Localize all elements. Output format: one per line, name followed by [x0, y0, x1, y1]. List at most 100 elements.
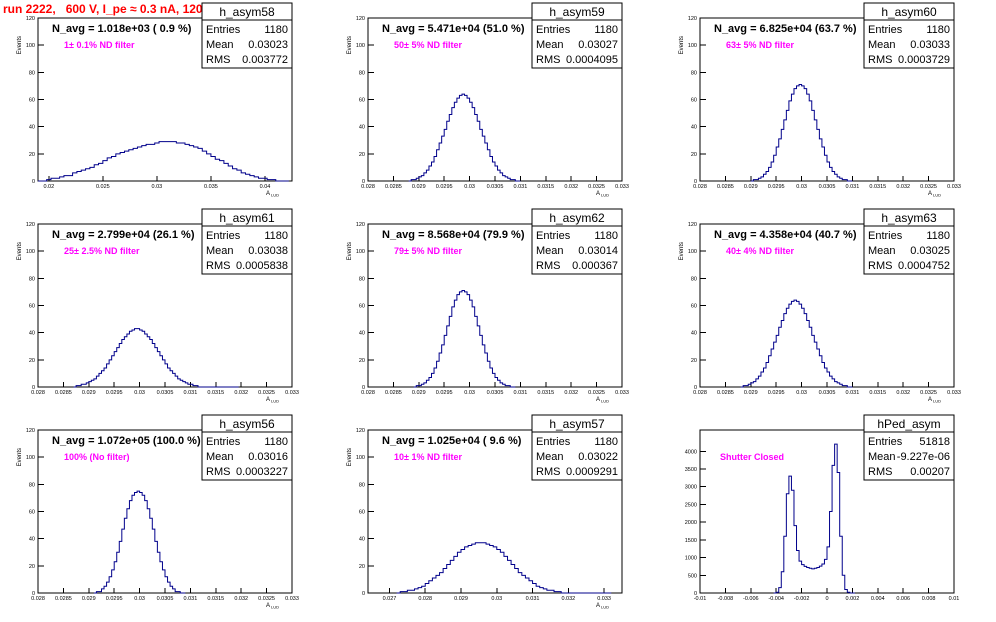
stats-key: RMS	[536, 54, 560, 66]
x-axis-label: ALUD	[266, 603, 279, 610]
stats-histogram-name: h_asym60	[881, 5, 937, 19]
stats-key: RMS	[206, 260, 230, 272]
x-tick-label: 0.03	[152, 184, 163, 190]
y-tick-label: 500	[688, 573, 697, 579]
x-axis-label: ALUD	[928, 397, 941, 404]
x-tick-label: 0.0295	[436, 184, 453, 190]
y-tick-label: 80	[359, 482, 365, 488]
stats-key: Mean	[206, 39, 234, 51]
x-tick-label: 0.006	[896, 596, 910, 602]
y-tick-label: 80	[691, 276, 697, 282]
stats-key: Entries	[536, 436, 571, 448]
y-tick-label: 40	[29, 331, 35, 337]
y-tick-label: 100	[26, 43, 35, 49]
stats-box	[531, 414, 623, 481]
y-tick-label: 80	[359, 276, 365, 282]
x-tick-label: 0.029	[412, 390, 426, 396]
filter-annotation: 100% (No filter)	[64, 452, 130, 462]
x-axis-label: ALUD	[266, 191, 279, 198]
y-tick-label: 1500	[685, 538, 697, 544]
x-tick-label: 0.0305	[157, 390, 174, 396]
x-tick-label: 0.0285	[717, 390, 734, 396]
y-tick-label: 60	[359, 304, 365, 310]
y-tick-label: 80	[359, 70, 365, 76]
y-tick-label: 0	[694, 591, 697, 597]
y-tick-label: 80	[29, 276, 35, 282]
x-tick-label: 0.03	[464, 390, 475, 396]
n-avg-label: N_avg = 1.072e+05 (100.0 %)	[52, 435, 201, 447]
stats-box	[201, 414, 293, 481]
stats-value: 0.03014	[578, 245, 618, 257]
x-tick-label: 0.0325	[258, 390, 275, 396]
histogram-series-h_asym60	[750, 84, 853, 182]
x-tick-label: 0.028	[361, 184, 375, 190]
y-tick-label: 40	[359, 537, 365, 543]
y-tick-label: 100	[356, 43, 365, 49]
filter-annotation: 63± 5% ND filter	[726, 40, 794, 50]
y-tick-label: 60	[691, 304, 697, 310]
x-tick-label: 0.04	[260, 184, 271, 190]
x-tick-label: 0.03	[464, 184, 475, 190]
y-tick-label: 0	[32, 179, 35, 185]
stats-value: 1180	[926, 24, 950, 36]
x-tick-label: -0.002	[794, 596, 810, 602]
x-tick-label: 0.0325	[920, 390, 937, 396]
y-axis-label: Events	[347, 448, 353, 466]
y-axis-label: Events	[17, 36, 23, 54]
x-tick-label: 0.0315	[537, 390, 554, 396]
x-tick-label: 0.028	[361, 390, 375, 396]
x-tick-label: 0.031	[514, 390, 528, 396]
y-tick-label: 80	[29, 482, 35, 488]
x-tick-label: 0.029	[82, 390, 96, 396]
stats-box	[863, 414, 955, 481]
n-avg-label: N_avg = 1.025e+04 ( 9.6 %)	[382, 435, 522, 447]
x-tick-label: 0.0325	[920, 184, 937, 190]
y-tick-label: 60	[29, 98, 35, 104]
x-tick-label: 0.0295	[106, 596, 123, 602]
stats-histogram-name: h_asym63	[881, 211, 937, 225]
x-tick-label: 0.028	[693, 184, 707, 190]
y-tick-label: 100	[688, 43, 697, 49]
y-tick-label: 2000	[685, 520, 697, 526]
x-tick-label: -0.006	[743, 596, 759, 602]
stats-value: 0.0003729	[898, 54, 950, 66]
stats-value: 0.0004095	[566, 54, 618, 66]
stats-value: 0.003772	[242, 54, 288, 66]
x-tick-label: 0.032	[896, 184, 910, 190]
x-tick-label: 0.028	[418, 596, 432, 602]
y-tick-label: 100	[26, 455, 35, 461]
stats-value: 0.0009291	[566, 466, 618, 478]
y-tick-label: 0	[32, 385, 35, 391]
x-tick-label: -0.004	[768, 596, 784, 602]
x-tick-label: 0.033	[597, 596, 611, 602]
histogram-panel-h_asym62: 0 20 40 60 80 100 120 0.028 0.0285 0.029 0.0295 0.0…	[347, 208, 629, 404]
histogram-series-hPed_asym	[773, 443, 855, 594]
x-tick-label: 0.02	[43, 184, 54, 190]
histogram-panel-h_asym61: 0 20 40 60 80 100 120 0.028 0.0285 0.029 0.0295 0.0…	[17, 208, 299, 404]
x-tick-label: 0.032	[896, 390, 910, 396]
stats-key: Entries	[536, 24, 571, 36]
stats-value: 0.03038	[248, 245, 288, 257]
stats-value: 1180	[264, 436, 288, 448]
x-tick-label: 0.0295	[768, 390, 785, 396]
x-tick-label: -0.01	[694, 596, 707, 602]
histogram-series-h_asym61	[73, 328, 239, 388]
x-tick-label: 0.0285	[717, 184, 734, 190]
stats-key: RMS	[206, 54, 230, 66]
stats-value: 0.03022	[578, 451, 618, 463]
x-tick-label: 0.029	[744, 184, 758, 190]
stats-key: Mean	[536, 451, 564, 463]
stats-key: Mean	[536, 39, 564, 51]
stats-histogram-name: h_asym57	[549, 417, 605, 431]
y-tick-label: 40	[29, 125, 35, 131]
x-tick-label: 0.008	[922, 596, 936, 602]
y-tick-label: 120	[26, 16, 35, 22]
y-tick-label: 40	[359, 331, 365, 337]
x-tick-label: 0.0325	[588, 184, 605, 190]
y-tick-label: 20	[29, 358, 35, 364]
stats-histogram-name: h_asym62	[549, 211, 605, 225]
stats-value: -9.227e-06	[897, 451, 950, 463]
x-tick-label: 0.028	[693, 390, 707, 396]
stats-key: Entries	[206, 24, 241, 36]
stats-key: Mean	[206, 451, 234, 463]
